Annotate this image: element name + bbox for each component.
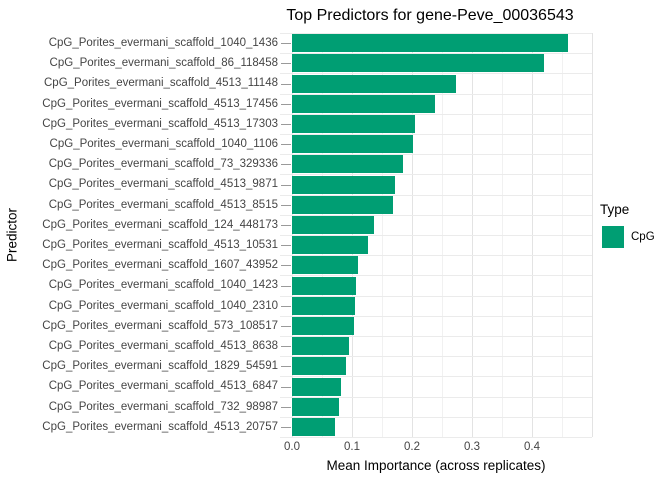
y-tick-label: CpG_Porites_evermani_scaffold_1607_43952 [42, 259, 278, 272]
row-gridline [280, 113, 592, 115]
row-gridline [280, 134, 592, 135]
bar-CpG_Porites_evermani_scaffold_4513_6847 [292, 377, 341, 396]
row-gridline [280, 295, 592, 297]
bar-CpG_Porites_evermani_scaffold_1040_1423 [292, 276, 357, 295]
row-gridline [280, 214, 592, 216]
row-gridline [280, 33, 592, 34]
y-tick-label: CpG_Porites_evermani_scaffold_1040_2310 [48, 299, 278, 312]
y-tick-mark [281, 305, 291, 307]
legend-swatch-cpg [602, 226, 624, 248]
y-tick-label: CpG_Porites_evermani_scaffold_4513_20757 [42, 420, 278, 433]
row-gridline [280, 53, 592, 55]
y-tick-mark [281, 346, 291, 348]
y-tick-mark [281, 184, 291, 186]
y-tick-label: CpG_Porites_evermani_scaffold_4513_8638 [48, 340, 278, 352]
x-tick-label: 0.3 [464, 441, 480, 453]
row-gridline [280, 336, 592, 337]
x-tick-label: 0.2 [404, 441, 420, 453]
y-tick-label: CpG_Porites_evermani_scaffold_4513_8515 [48, 198, 278, 211]
bar-CpG_Porites_evermani_scaffold_1040_1436 [292, 34, 568, 53]
major-gridline-x [592, 33, 593, 437]
y-tick-label: CpG_Porites_evermani_scaffold_4513_17303 [42, 117, 278, 130]
bar-CpG_Porites_evermani_scaffold_4513_17303 [292, 114, 415, 133]
bar-CpG_Porites_evermani_scaffold_4513_20757 [292, 417, 336, 436]
row-gridline [280, 315, 592, 317]
y-tick-mark [281, 325, 291, 327]
y-tick-label: CpG_Porites_evermani_scaffold_573_108517 [42, 319, 278, 332]
y-tick-mark [281, 285, 291, 287]
y-tick-mark [281, 144, 291, 146]
bar-CpG_Porites_evermani_scaffold_4513_8638 [292, 337, 349, 356]
y-tick-label: CpG_Porites_evermani_scaffold_86_118458 [49, 57, 278, 70]
row-gridline [280, 194, 592, 196]
bar-CpG_Porites_evermani_scaffold_4513_8515 [292, 195, 393, 214]
y-tick-label: CpG_Porites_evermani_scaffold_1040_1106 [49, 138, 278, 150]
y-tick-mark [281, 204, 291, 206]
row-gridline [280, 437, 592, 438]
y-tick-label: CpG_Porites_evermani_scaffold_1040_1436 [48, 37, 278, 49]
y-tick-mark [281, 103, 291, 105]
legend-title: Type [600, 202, 630, 217]
x-tick-label: 0.1 [344, 441, 360, 453]
y-tick-mark [281, 245, 291, 247]
y-tick-mark [281, 224, 291, 226]
bar-CpG_Porites_evermani_scaffold_1607_43952 [292, 256, 358, 275]
bar-CpG_Porites_evermani_scaffold_73_329336 [292, 155, 403, 174]
bar-CpG_Porites_evermani_scaffold_4513_17456 [292, 94, 436, 113]
row-gridline [280, 73, 592, 75]
row-gridline [280, 356, 592, 358]
y-tick-mark [281, 265, 291, 267]
row-gridline [280, 174, 592, 176]
y-tick-label: CpG_Porites_evermani_scaffold_4513_10531 [42, 239, 278, 251]
legend-label-cpg: CpG [631, 231, 655, 243]
y-tick-mark [281, 43, 291, 45]
row-gridline [280, 235, 592, 236]
y-tick-mark [281, 63, 291, 65]
bar-CpG_Porites_evermani_scaffold_124_448173 [292, 215, 374, 234]
bar-CpG_Porites_evermani_scaffold_573_108517 [292, 316, 354, 335]
y-tick-label: CpG_Porites_evermani_scaffold_4513_11148 [44, 77, 278, 90]
bar-CpG_Porites_evermani_scaffold_4513_10531 [292, 236, 369, 255]
y-tick-mark [281, 366, 291, 368]
row-gridline [280, 255, 592, 257]
plot-panel [280, 33, 593, 438]
row-gridline [280, 416, 592, 418]
x-tick-label: 0.0 [284, 441, 300, 453]
y-tick-mark [281, 123, 291, 125]
bar-CpG_Porites_evermani_scaffold_1040_2310 [292, 296, 355, 315]
bar-CpG_Porites_evermani_scaffold_86_118458 [292, 54, 544, 73]
plot-title: Top Predictors for gene-Peve_00036543 [286, 7, 574, 24]
y-tick-mark [281, 83, 291, 85]
row-gridline [280, 376, 592, 378]
y-tick-label: CpG_Porites_evermani_scaffold_73_329336 [48, 158, 278, 171]
y-tick-mark [281, 426, 291, 428]
y-tick-mark [281, 164, 291, 166]
y-tick-mark [281, 386, 291, 388]
y-axis-labels: CpG_Porites_evermani_scaffold_1040_1436 C… [0, 33, 278, 437]
row-gridline [280, 396, 592, 398]
y-tick-mark [281, 406, 291, 408]
y-tick-label: CpG_Porites_evermani_scaffold_732_98987 [48, 400, 278, 413]
bar-CpG_Porites_evermani_scaffold_4513_11148 [292, 74, 456, 93]
y-tick-label: CpG_Porites_evermani_scaffold_1040_1423 [48, 279, 278, 292]
y-tick-label: CpG_Porites_evermani_scaffold_1829_54591 [42, 360, 278, 373]
bar-CpG_Porites_evermani_scaffold_4513_9871 [292, 175, 396, 194]
x-tick-label: 0.4 [524, 441, 540, 453]
bar-CpG_Porites_evermani_scaffold_1040_1106 [292, 135, 414, 154]
y-tick-label: CpG_Porites_evermani_scaffold_4513_17456 [42, 97, 278, 110]
row-gridline [280, 154, 592, 156]
x-axis-title: Mean Importance (across replicates) [326, 458, 546, 473]
y-tick-label: CpG_Porites_evermani_scaffold_4513_6847 [48, 380, 278, 393]
row-gridline [280, 275, 592, 277]
y-tick-label: CpG_Porites_evermani_scaffold_124_448173 [42, 218, 278, 231]
bar-CpG_Porites_evermani_scaffold_732_98987 [292, 397, 339, 416]
row-gridline [280, 93, 592, 95]
bar-CpG_Porites_evermani_scaffold_1829_54591 [292, 357, 346, 376]
y-tick-label: CpG_Porites_evermani_scaffold_4513_9871 [48, 178, 278, 191]
